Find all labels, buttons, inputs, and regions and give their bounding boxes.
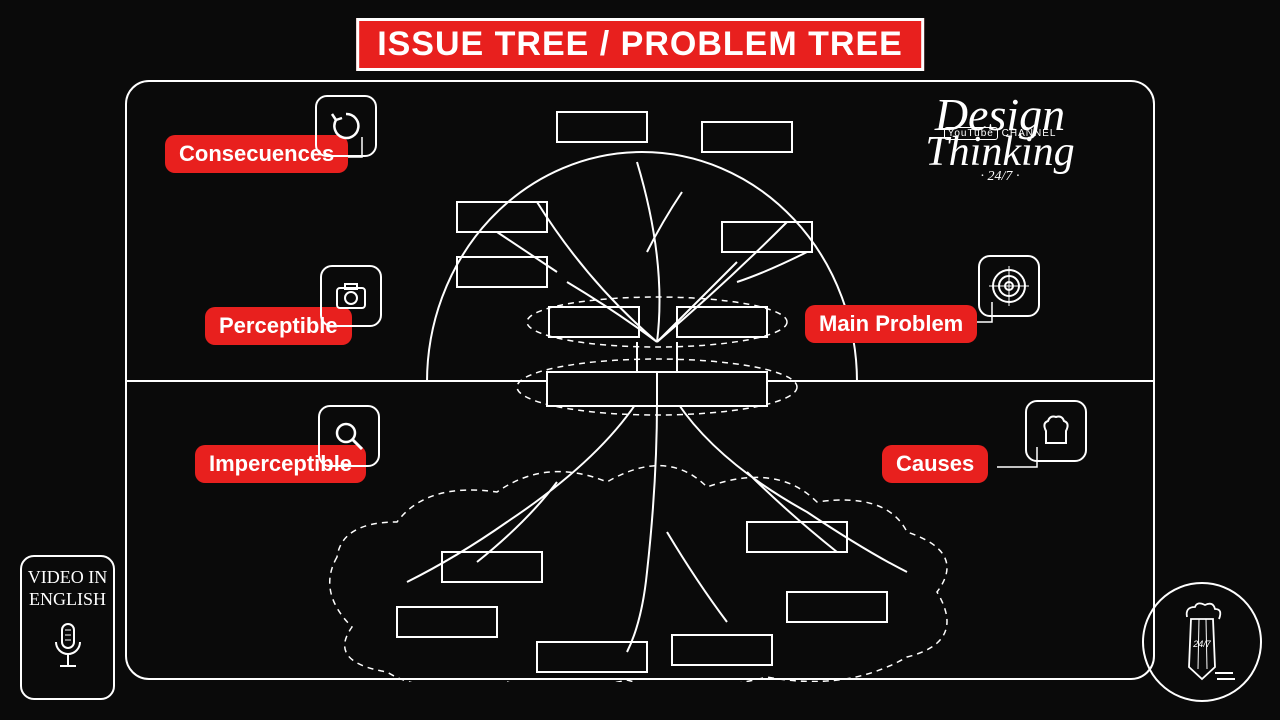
pencil-brain-logo: 24/7 <box>1142 582 1262 702</box>
title-text: ISSUE TREE / PROBLEM TREE <box>377 25 903 63</box>
microphone-icon <box>48 618 88 678</box>
video-line2: ENGLISH <box>22 589 113 611</box>
root-boxes <box>397 522 887 672</box>
video-language-badge: VIDEO IN ENGLISH <box>20 555 115 700</box>
magnify-icon <box>318 405 380 467</box>
label-main-problem: Main Problem <box>805 305 977 343</box>
crown-boxes <box>457 112 812 337</box>
svg-text:24/7: 24/7 <box>1192 639 1212 649</box>
camera-icon <box>320 265 382 327</box>
label-text: Causes <box>896 451 974 476</box>
channel-logo: Design YouTube CHANNEL Thinking · 24/7 · <box>870 95 1130 185</box>
target-icon <box>978 255 1040 317</box>
label-text: Consecuences <box>179 141 334 166</box>
label-causes: Causes <box>882 445 988 483</box>
title-banner: ISSUE TREE / PROBLEM TREE <box>356 18 924 71</box>
video-line1: VIDEO IN <box>22 567 113 589</box>
channel-sub: 24/7 <box>988 169 1013 184</box>
chef-icon <box>1025 400 1087 462</box>
refresh-icon <box>315 95 377 157</box>
label-text: Main Problem <box>819 311 963 336</box>
